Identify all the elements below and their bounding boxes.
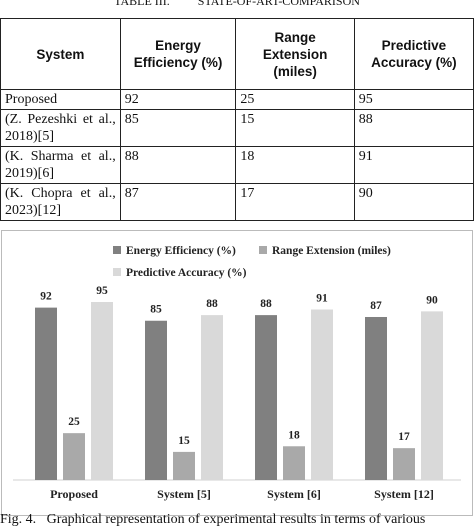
table-cell: 25 <box>235 89 355 110</box>
value-label: 18 <box>288 429 300 441</box>
table-cell: 17 <box>235 183 355 221</box>
x-tick-label: System [6] <box>267 487 321 501</box>
table-cell: 90 <box>353 183 474 221</box>
value-label: 90 <box>426 294 438 306</box>
legend-swatch <box>259 246 267 254</box>
value-label: 91 <box>316 292 328 304</box>
legend-swatch <box>113 246 121 254</box>
table-subtitle: STATE-OF-ART-COMPARISON <box>197 0 360 8</box>
bar <box>173 451 195 480</box>
table-cell: 15 <box>235 109 355 147</box>
table-title: TABLE III. STATE-OF-ART-COMPARISON <box>0 0 474 9</box>
table-cell: 18 <box>235 146 355 184</box>
comparison-table: System Energy Efficiency (%) Range Extensi… <box>0 18 474 221</box>
chart: Energy Efficiency (%) Range Extension (mi… <box>1 230 473 516</box>
table-cell: 88 <box>353 109 474 147</box>
figure-caption: Fig. 4. Graphical representation of expe… <box>0 512 426 527</box>
table-row: (K. Chopra et al., 2023)[12] 87 17 90 <box>0 183 474 221</box>
header-cell: System <box>0 18 121 90</box>
bar <box>63 433 85 480</box>
table-cell: 92 <box>119 89 237 110</box>
header-cell: Predictive Accuracy (%) <box>353 18 474 90</box>
table-cell: 85 <box>119 109 237 147</box>
table-cell: 88 <box>119 146 237 184</box>
bar <box>311 309 333 480</box>
value-label: 25 <box>68 416 80 428</box>
bar <box>283 446 305 480</box>
x-tick-label: System [12] <box>374 487 434 501</box>
legend-label: Range Extension (miles) <box>272 245 391 257</box>
bar <box>145 320 167 480</box>
header-cell: Range Extension (miles) <box>235 18 355 90</box>
x-tick-label: Proposed <box>50 487 98 501</box>
value-label: 95 <box>96 285 108 297</box>
legend-label: Energy Efficiency (%) <box>126 245 236 257</box>
value-label: 87 <box>370 300 382 312</box>
table-cell: 87 <box>119 183 237 221</box>
value-label: 85 <box>150 304 162 316</box>
x-tick-label: System [5] <box>157 487 211 501</box>
header-row: System Energy Efficiency (%) Range Extensi… <box>0 18 474 90</box>
bar <box>393 448 415 480</box>
value-label: 88 <box>260 298 272 310</box>
bar <box>91 302 113 480</box>
value-label: 17 <box>398 431 410 443</box>
table-cell: (Z. Pezeshki et al., 2018)[5] <box>0 109 121 147</box>
bar <box>201 315 223 480</box>
value-label: 92 <box>40 291 52 303</box>
value-label: 15 <box>178 435 190 447</box>
table-row: (Z. Pezeshki et al., 2018)[5] 85 15 88 <box>0 109 474 147</box>
bar <box>255 315 277 480</box>
header-cell: Energy Efficiency (%) <box>119 18 237 90</box>
table-label: TABLE III. <box>114 0 170 8</box>
legend-label: Predictive Accuracy (%) <box>126 267 247 279</box>
chart-border <box>1 230 473 516</box>
table-row: Proposed 92 25 95 <box>0 89 474 110</box>
table-cell: 95 <box>353 89 474 110</box>
table-cell: (K. Sharma et al., 2019)[6] <box>0 146 121 184</box>
table-cell: Proposed <box>0 89 121 110</box>
bar <box>365 316 387 480</box>
bar <box>421 311 443 480</box>
table-cell: 91 <box>353 146 474 184</box>
table-cell: (K. Chopra et al., 2023)[12] <box>0 183 121 221</box>
value-label: 88 <box>206 298 218 310</box>
table-row: (K. Sharma et al., 2019)[6] 88 18 91 <box>0 146 474 184</box>
legend-swatch <box>113 268 121 276</box>
bar <box>35 307 57 480</box>
